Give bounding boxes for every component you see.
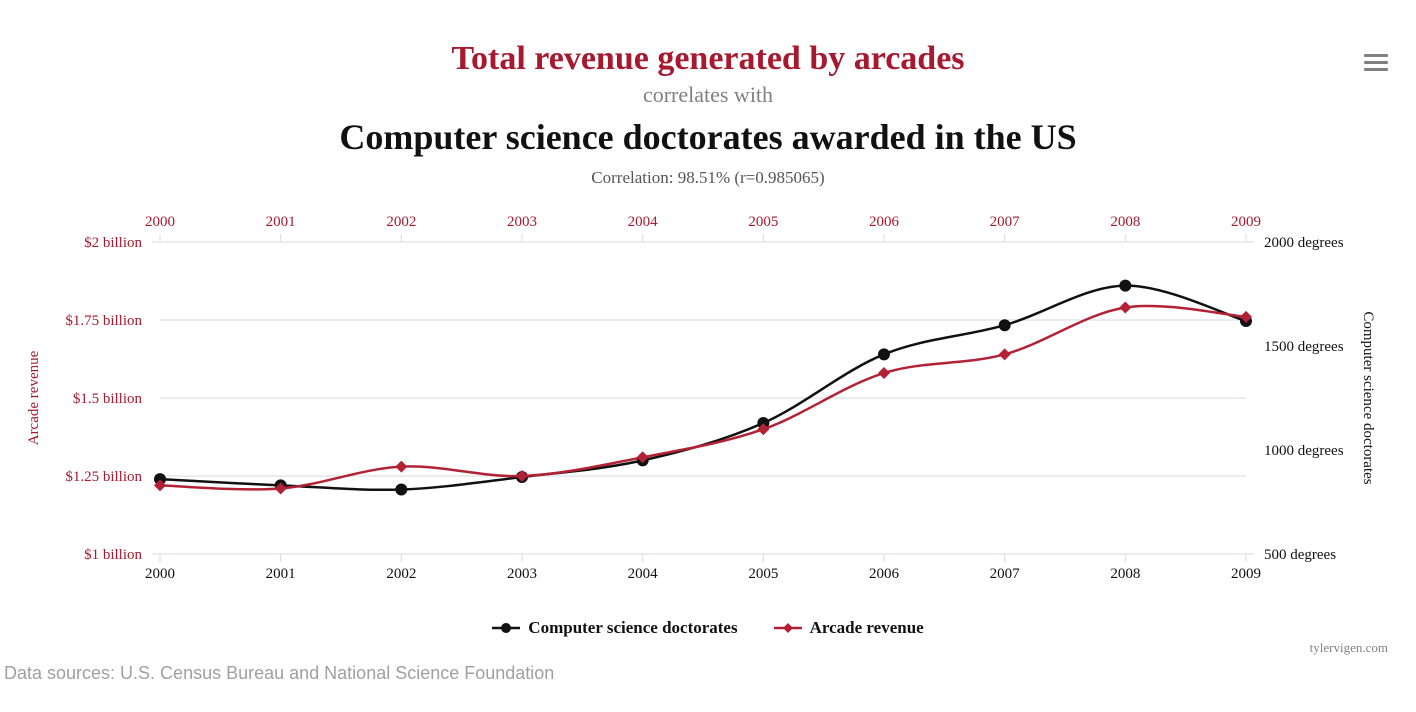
x-tick-top: 2006 <box>869 214 900 230</box>
x-tick-top: 2008 <box>1110 214 1140 230</box>
x-tick-top: 2000 <box>145 214 175 230</box>
x-tick-bottom: 2007 <box>990 566 1021 582</box>
y-right-tick: 500 degrees <box>1264 547 1336 563</box>
y-right-tick: 1000 degrees <box>1264 443 1344 459</box>
y-left-tick: $1 billion <box>84 547 142 563</box>
x-tick-top: 2003 <box>507 214 537 230</box>
y-left-tick: $1.5 billion <box>73 391 143 407</box>
legend-item: Arcade revenue <box>774 618 924 638</box>
x-tick-top: 2002 <box>386 214 416 230</box>
data-point-circle <box>878 348 890 360</box>
x-tick-bottom: 2001 <box>266 566 296 582</box>
data-point-diamond <box>395 461 407 473</box>
y-left-axis-title: Arcade revenue <box>26 350 42 445</box>
data-point-circle <box>395 484 407 496</box>
legend-label: Computer science doctorates <box>528 618 737 638</box>
legend-item: Computer science doctorates <box>492 618 737 638</box>
legend-label: Arcade revenue <box>810 618 924 638</box>
x-tick-bottom: 2009 <box>1231 566 1261 582</box>
data-point-diamond <box>999 348 1011 360</box>
title-block: Total revenue generated by arcades corre… <box>0 0 1416 188</box>
x-tick-bottom: 2006 <box>869 566 900 582</box>
data-point-diamond <box>878 367 890 379</box>
x-tick-top: 2007 <box>990 214 1021 230</box>
chart-area: 2000 2001 2002 2003 2004 2005 2006 2007 2008 2009… <box>0 200 1416 630</box>
y-left-tick: $1.75 billion <box>65 313 142 329</box>
y-right-tick: 2000 degrees <box>1264 235 1344 251</box>
data-point-diamond <box>1119 302 1131 314</box>
chart-legend: Computer science doctorates Arcade revenu… <box>0 618 1416 640</box>
x-tick-top: 2005 <box>748 214 778 230</box>
x-tick-bottom: 2000 <box>145 566 175 582</box>
chart-subtitle-correlates: correlates with <box>0 82 1416 108</box>
chart-title-1: Total revenue generated by arcades <box>0 40 1416 78</box>
series-line <box>160 286 1246 490</box>
y-left-tick: $2 billion <box>84 235 142 251</box>
x-tick-top: 2009 <box>1231 214 1261 230</box>
data-point-circle <box>999 319 1011 331</box>
chart-title-2: Computer science doctorates awarded in t… <box>0 116 1416 158</box>
x-tick-bottom: 2008 <box>1110 566 1140 582</box>
correlation-text: Correlation: 98.51% (r=0.985065) <box>0 168 1416 188</box>
hamburger-menu-icon[interactable] <box>1364 50 1388 75</box>
y-right-tick: 1500 degrees <box>1264 339 1344 355</box>
x-tick-bottom: 2003 <box>507 566 537 582</box>
y-right-axis-title: Computer science doctorates <box>1360 311 1376 484</box>
x-tick-bottom: 2005 <box>748 566 778 582</box>
x-tick-bottom: 2004 <box>628 566 659 582</box>
x-tick-top: 2004 <box>628 214 659 230</box>
y-left-tick: $1.25 billion <box>65 469 142 485</box>
data-sources: Data sources: U.S. Census Bureau and Nat… <box>4 663 554 684</box>
credit-link[interactable]: tylervigen.com <box>1310 640 1388 656</box>
chart-svg: 2000 2001 2002 2003 2004 2005 2006 2007 2008 2009… <box>0 200 1416 630</box>
x-tick-top: 2001 <box>266 214 296 230</box>
x-tick-bottom: 2002 <box>386 566 416 582</box>
data-point-circle <box>1119 280 1131 292</box>
